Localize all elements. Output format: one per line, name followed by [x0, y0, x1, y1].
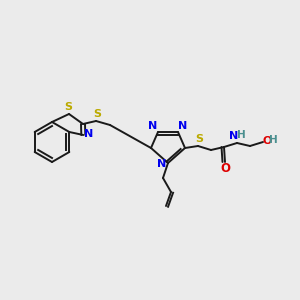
- Text: O: O: [262, 136, 272, 146]
- Text: N: N: [230, 131, 238, 141]
- Text: H: H: [268, 135, 278, 145]
- Text: N: N: [158, 159, 166, 169]
- Text: O: O: [220, 163, 230, 176]
- Text: S: S: [195, 134, 203, 144]
- Text: S: S: [93, 109, 101, 119]
- Text: H: H: [237, 130, 245, 140]
- Text: N: N: [84, 129, 93, 139]
- Text: N: N: [148, 121, 158, 131]
- Text: N: N: [178, 121, 188, 131]
- Text: S: S: [64, 102, 72, 112]
